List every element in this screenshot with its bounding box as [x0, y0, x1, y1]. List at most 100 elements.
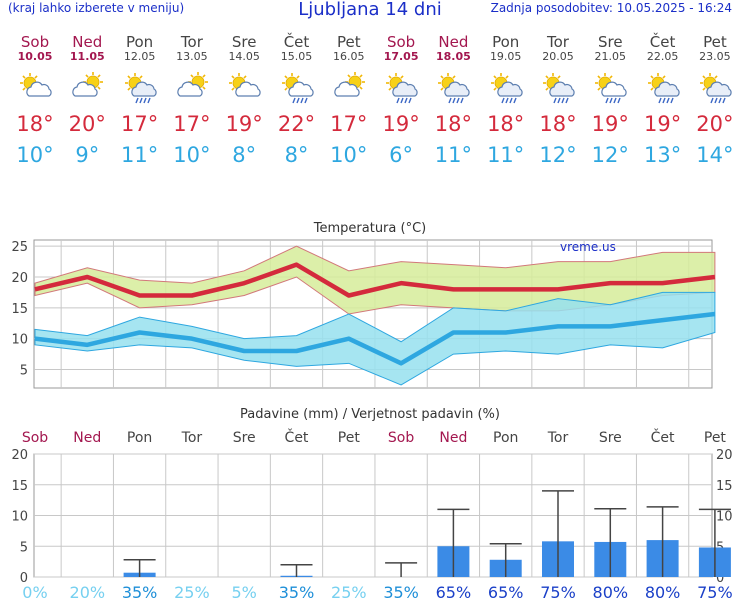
precip-day-label: Sre	[233, 430, 256, 446]
precip-y-tick-left: 20	[11, 448, 28, 463]
max-temperature: 22°	[277, 112, 316, 136]
precipitation-chart-title: Padavine (mm) / Verjetnost padavin (%)	[240, 407, 500, 422]
day-name: Sre	[598, 33, 623, 51]
menu-hint[interactable]: (kraj lahko izberete v meniju)	[8, 1, 185, 15]
precip-probability: 75%	[697, 583, 733, 600]
day-date: 12.05	[123, 50, 156, 63]
day-date: 17.05	[383, 50, 419, 63]
precip-day-label: Tor	[547, 430, 569, 446]
min-temperature: 12°	[539, 143, 577, 167]
precip-probability: 80%	[645, 583, 681, 600]
max-temperature: 18°	[434, 112, 472, 136]
precip-probability: 5%	[232, 583, 257, 600]
min-temperature: 8°	[284, 143, 309, 167]
min-temperature: 13°	[643, 143, 682, 167]
day-name: Ned	[438, 33, 469, 51]
min-temperature: 8°	[232, 143, 257, 167]
precip-probability: 25%	[174, 583, 210, 600]
page-title: Ljubljana 14 dni	[298, 0, 442, 20]
rain-shower-icon	[532, 72, 584, 104]
precipitation-chart: Sob Ned Pon Tor Sre Čet Pet Sob Ned Pon Tor Sre Čet P…	[11, 428, 733, 600]
day-name: Čet	[649, 33, 676, 51]
min-temperature: 11°	[487, 143, 525, 167]
day-name: Čet	[283, 33, 310, 51]
day-name: Sre	[231, 33, 257, 51]
day-date: 18.05	[435, 50, 471, 63]
precip-probability: 65%	[436, 583, 472, 600]
day-name: Pet	[703, 33, 727, 51]
temp-y-tick: 15	[11, 302, 28, 317]
precip-day-label: Sob	[388, 430, 414, 446]
day-date: 21.05	[594, 50, 627, 63]
temp-y-tick: 20	[11, 271, 28, 286]
day-date: 11.05	[69, 50, 105, 63]
tmin-series-line	[34, 311, 716, 366]
min-temperature: 6°	[389, 143, 414, 167]
precip-day-label: Pet	[704, 430, 727, 446]
cloudy-sun-icon	[323, 72, 375, 104]
max-temperature: 17°	[330, 112, 368, 136]
precip-probability: 75%	[540, 583, 576, 600]
max-temperature: 19°	[591, 112, 629, 136]
precip-y-tick-left: 15	[11, 479, 28, 494]
day-name: Pon	[125, 33, 154, 51]
min-temperature: 10°	[16, 143, 54, 167]
precip-probability: 0%	[22, 583, 47, 600]
precip-y-tick-right: 20	[716, 448, 733, 463]
day-name: Sob	[20, 33, 50, 51]
precip-day-label: Sre	[599, 430, 622, 446]
precip-day-label: Tor	[181, 430, 203, 446]
precip-y-tick-left: 0	[20, 571, 28, 586]
min-temperature: 11°	[434, 143, 472, 167]
max-temperature: 19°	[643, 112, 682, 136]
cloudy-sun-icon	[61, 72, 113, 104]
sun-shower-icon	[271, 72, 323, 104]
chart-watermark: vreme.us	[560, 240, 616, 254]
tmax-series-line	[34, 262, 716, 298]
precip-y-tick-right: 0	[716, 571, 724, 586]
last-updated: Zadnja posodobitev: 10.05.2025 - 16:24	[490, 1, 732, 15]
precip-day-label: Ned	[439, 430, 467, 446]
max-temperature: 19°	[382, 112, 420, 136]
min-temperature: 12°	[591, 143, 629, 167]
temp-y-tick: 5	[20, 364, 28, 379]
min-temperature: 10°	[173, 143, 211, 167]
max-temperature: 18°	[539, 112, 577, 136]
precip-probability: 35%	[279, 583, 315, 600]
precip-probability: 65%	[488, 583, 524, 600]
precip-probability: 25%	[331, 583, 367, 600]
precip-day-label: Čet	[285, 428, 309, 446]
temp-y-tick: 25	[11, 240, 28, 255]
precip-probability: 20%	[70, 583, 106, 600]
precip-probability: 35%	[122, 583, 158, 600]
cloudy-sun-icon	[166, 72, 218, 104]
rain-shower-icon	[637, 72, 689, 104]
day-date: 23.05	[699, 50, 731, 63]
precip-day-label: Pon	[493, 430, 518, 446]
temp-y-tick: 10	[11, 333, 28, 348]
day-date: 15.05	[280, 50, 313, 63]
min-temperature: 9°	[75, 143, 100, 167]
min-temperature: 11°	[120, 143, 159, 167]
day-name: Tor	[547, 33, 569, 51]
precip-y-tick-right: 15	[716, 479, 733, 494]
rain-shower-icon	[375, 72, 427, 104]
partly-sunny-icon	[218, 72, 270, 104]
day-name: Sob	[386, 33, 416, 51]
precip-day-label: Ned	[73, 430, 101, 446]
day-name: Pet	[336, 33, 361, 51]
day-date: 19.05	[489, 50, 522, 63]
day-name: Tor	[180, 33, 203, 51]
day-name: Ned	[72, 33, 103, 51]
rain-shower-icon	[689, 72, 740, 104]
precip-y-tick-right: 10	[716, 510, 733, 525]
max-temperature: 20°	[68, 112, 106, 136]
sun-shower-icon	[584, 72, 636, 104]
precip-day-label: Pon	[127, 430, 152, 446]
rain-shower-icon	[427, 72, 479, 104]
day-date: 16.05	[333, 50, 365, 63]
rain-shower-icon	[480, 72, 532, 104]
day-date: 10.05	[17, 50, 53, 63]
day-name: Pon	[492, 33, 520, 51]
max-temperature: 20°	[696, 112, 734, 136]
